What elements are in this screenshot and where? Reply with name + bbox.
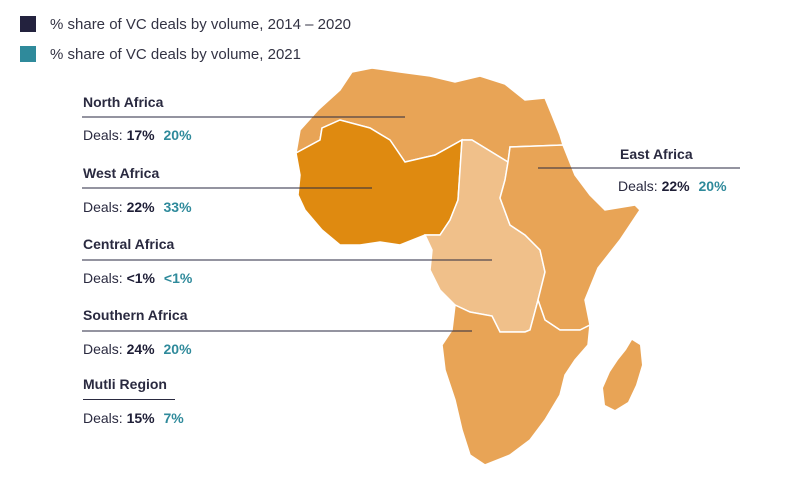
region-southern-africa: Southern Africa Deals: 24% 20% xyxy=(83,306,192,357)
region-name: West Africa xyxy=(83,165,160,181)
region-name: Central Africa xyxy=(83,236,175,252)
share-2014-2020: <1% xyxy=(126,270,155,286)
share-2021: 7% xyxy=(163,410,184,426)
deals-label: Deals: xyxy=(83,127,123,143)
deals-label: Deals: xyxy=(83,341,123,357)
deals-label: Deals: xyxy=(83,199,123,215)
share-2014-2020: 22% xyxy=(126,199,155,215)
region-name: Southern Africa xyxy=(83,307,188,323)
legend: % share of VC deals by volume, 2014 – 20… xyxy=(20,13,351,73)
region-multi-region: Mutli Region Deals: 15% 7% xyxy=(83,375,184,426)
deals-label: Deals: xyxy=(83,410,123,426)
legend-swatch-2014-2020 xyxy=(20,16,36,32)
share-2014-2020: 22% xyxy=(661,178,690,194)
madagascar-island xyxy=(603,340,642,410)
deals-label: Deals: xyxy=(618,178,658,194)
share-2021: 20% xyxy=(698,178,727,194)
legend-item-2021: % share of VC deals by volume, 2021 xyxy=(20,43,351,65)
southern-africa-region xyxy=(441,297,591,466)
legend-item-2014-2020: % share of VC deals by volume, 2014 – 20… xyxy=(20,13,351,35)
region-east-africa: East Africa Deals: 22% 20% xyxy=(618,145,727,194)
region-deals: Deals: 22% 20% xyxy=(618,178,727,194)
legend-label-2021: % share of VC deals by volume, 2021 xyxy=(50,45,301,63)
share-2021: 33% xyxy=(163,199,192,215)
region-deals: Deals: 22% 33% xyxy=(83,199,192,215)
region-deals: Deals: 24% 20% xyxy=(83,341,192,357)
region-name: North Africa xyxy=(83,94,164,110)
region-north-africa: North Africa Deals: 17% 20% xyxy=(83,93,192,143)
share-2021: 20% xyxy=(163,127,192,143)
share-2014-2020: 15% xyxy=(126,410,155,426)
share-2021: <1% xyxy=(163,270,193,286)
legend-label-2014-2020: % share of VC deals by volume, 2014 – 20… xyxy=(50,15,352,33)
region-deals: Deals: <1% <1% xyxy=(83,270,192,286)
deals-label: Deals: xyxy=(83,270,123,286)
region-name: Mutli Region xyxy=(83,376,167,392)
legend-swatch-2021 xyxy=(20,46,36,62)
region-west-africa: West Africa Deals: 22% 33% xyxy=(83,164,192,215)
share-2021: 20% xyxy=(163,341,192,357)
region-deals: Deals: 15% 7% xyxy=(83,410,184,426)
share-2014-2020: 24% xyxy=(126,341,155,357)
share-2014-2020: 17% xyxy=(126,127,155,143)
region-name: East Africa xyxy=(620,146,693,162)
region-underline xyxy=(83,399,175,400)
region-central-africa: Central Africa Deals: <1% <1% xyxy=(83,235,192,286)
region-deals: Deals: 17% 20% xyxy=(83,127,192,143)
